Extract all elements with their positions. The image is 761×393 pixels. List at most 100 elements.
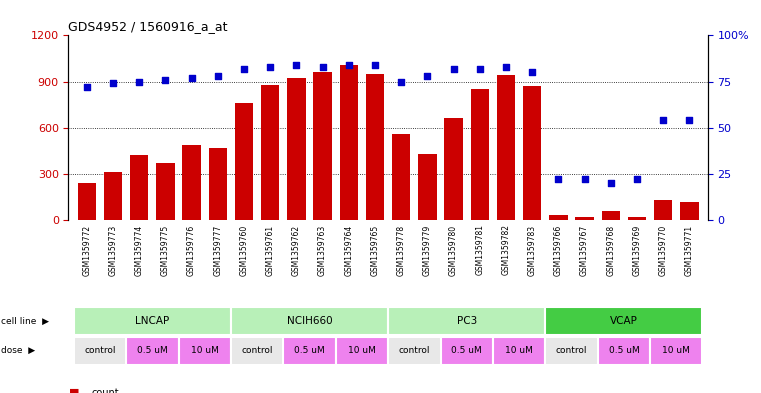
- Text: GSM1359765: GSM1359765: [371, 224, 380, 275]
- Bar: [493, 336, 546, 365]
- Text: GSM1359775: GSM1359775: [161, 224, 170, 275]
- Bar: [339, 64, 358, 220]
- Bar: [628, 217, 646, 220]
- Text: NCIH660: NCIH660: [287, 316, 333, 326]
- Bar: [78, 183, 96, 220]
- Point: [133, 79, 145, 85]
- Bar: [546, 336, 597, 365]
- Bar: [546, 307, 702, 335]
- Text: GSM1359761: GSM1359761: [266, 224, 275, 275]
- Text: 0.5 uM: 0.5 uM: [451, 346, 482, 355]
- Bar: [549, 215, 568, 220]
- Text: GSM1359771: GSM1359771: [685, 224, 694, 275]
- Point: [578, 176, 591, 183]
- Bar: [392, 134, 410, 220]
- Text: GSM1359772: GSM1359772: [82, 224, 91, 275]
- Point: [395, 79, 407, 85]
- Point: [186, 75, 198, 81]
- Point: [447, 66, 460, 72]
- Point: [264, 64, 276, 70]
- Text: GSM1359770: GSM1359770: [659, 224, 667, 275]
- Text: GDS4952 / 1560916_a_at: GDS4952 / 1560916_a_at: [68, 20, 228, 33]
- Bar: [235, 103, 253, 220]
- Bar: [650, 336, 702, 365]
- Text: GSM1359779: GSM1359779: [423, 224, 432, 275]
- Text: GSM1359769: GSM1359769: [632, 224, 642, 275]
- Text: GSM1359776: GSM1359776: [187, 224, 196, 275]
- Bar: [314, 72, 332, 220]
- Text: count: count: [91, 388, 119, 393]
- Text: GSM1359781: GSM1359781: [476, 224, 484, 275]
- Text: 0.5 uM: 0.5 uM: [295, 346, 325, 355]
- Text: GSM1359762: GSM1359762: [292, 224, 301, 275]
- Text: 10 uM: 10 uM: [191, 346, 218, 355]
- Bar: [336, 336, 388, 365]
- Bar: [261, 84, 279, 220]
- Bar: [103, 173, 123, 220]
- Point: [159, 77, 171, 83]
- Point: [422, 73, 434, 79]
- Bar: [497, 75, 515, 220]
- Text: 10 uM: 10 uM: [348, 346, 376, 355]
- Text: GSM1359783: GSM1359783: [527, 224, 537, 275]
- Bar: [575, 217, 594, 220]
- Point: [317, 64, 329, 70]
- Bar: [444, 119, 463, 220]
- Point: [342, 62, 355, 68]
- Text: GSM1359777: GSM1359777: [213, 224, 222, 275]
- Bar: [597, 336, 650, 365]
- Bar: [523, 86, 541, 220]
- Text: GSM1359760: GSM1359760: [240, 224, 249, 275]
- Bar: [287, 79, 306, 220]
- Point: [605, 180, 617, 186]
- Bar: [231, 307, 388, 335]
- Text: GSM1359763: GSM1359763: [318, 224, 327, 275]
- Text: GSM1359773: GSM1359773: [109, 224, 117, 275]
- Bar: [130, 156, 148, 220]
- Point: [291, 62, 303, 68]
- Point: [369, 62, 381, 68]
- Point: [552, 176, 565, 183]
- Bar: [470, 89, 489, 220]
- Point: [81, 84, 93, 90]
- Text: GSM1359767: GSM1359767: [580, 224, 589, 275]
- Text: 10 uM: 10 uM: [505, 346, 533, 355]
- Bar: [654, 200, 673, 220]
- Text: 0.5 uM: 0.5 uM: [137, 346, 167, 355]
- Text: control: control: [556, 346, 587, 355]
- Bar: [283, 336, 336, 365]
- Text: GSM1359782: GSM1359782: [501, 224, 511, 275]
- Bar: [441, 336, 493, 365]
- Text: dose  ▶: dose ▶: [1, 346, 35, 355]
- Bar: [156, 163, 174, 220]
- Bar: [366, 74, 384, 220]
- Text: LNCAP: LNCAP: [135, 316, 170, 326]
- Point: [683, 117, 696, 123]
- Text: control: control: [241, 346, 273, 355]
- Text: 0.5 uM: 0.5 uM: [609, 346, 639, 355]
- Bar: [680, 202, 699, 220]
- Bar: [602, 211, 620, 220]
- Point: [238, 66, 250, 72]
- Text: GSM1359774: GSM1359774: [135, 224, 144, 275]
- Point: [212, 73, 224, 79]
- Bar: [419, 154, 437, 220]
- Text: cell line  ▶: cell line ▶: [1, 317, 49, 326]
- Point: [500, 64, 512, 70]
- Bar: [209, 148, 227, 220]
- Text: control: control: [84, 346, 116, 355]
- Text: VCAP: VCAP: [610, 316, 638, 326]
- Point: [526, 69, 538, 75]
- Text: GSM1359768: GSM1359768: [607, 224, 616, 275]
- Bar: [231, 336, 283, 365]
- Text: PC3: PC3: [457, 316, 477, 326]
- Text: GSM1359780: GSM1359780: [449, 224, 458, 275]
- Bar: [183, 145, 201, 220]
- Text: 10 uM: 10 uM: [662, 346, 690, 355]
- Point: [657, 117, 669, 123]
- Bar: [126, 336, 179, 365]
- Text: control: control: [399, 346, 430, 355]
- Point: [473, 66, 486, 72]
- Bar: [74, 336, 126, 365]
- Bar: [388, 307, 546, 335]
